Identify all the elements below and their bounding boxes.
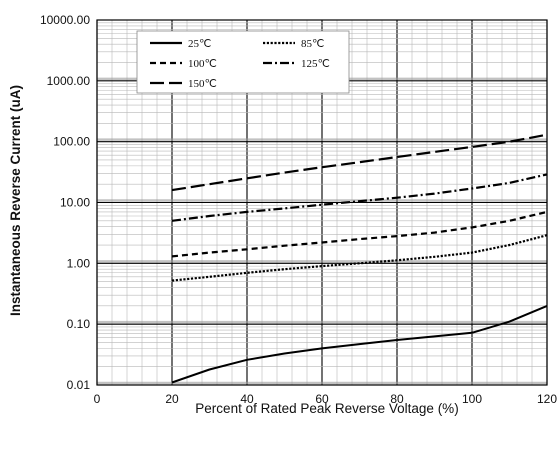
y-axis-title: Instantaneous Reverse Current (uA) — [8, 85, 23, 316]
series-lines — [171, 133, 548, 384]
series-line-3 — [171, 173, 548, 222]
series-line-4 — [171, 133, 548, 192]
legend-label-0: 25℃ — [188, 38, 211, 50]
y-tick-label: 10000.00 — [40, 13, 90, 27]
x-tick-labels: 0 20 40 60 80 100 120 — [94, 392, 558, 406]
x-tick-label: 60 — [315, 392, 329, 406]
y-tick-label: 0.10 — [67, 317, 91, 331]
x-tick-label: 80 — [390, 392, 404, 406]
legend: 25℃ 85℃ 100℃ 125℃ 150℃ — [136, 30, 350, 94]
x-tick-label: 20 — [165, 392, 179, 406]
y-tick-label: 0.01 — [67, 378, 91, 392]
legend-label-3: 125℃ — [301, 58, 330, 70]
series-line-0 — [171, 304, 548, 384]
y-tick-label: 1.00 — [67, 256, 91, 270]
y-tick-label: 1000.00 — [47, 74, 91, 88]
legend-label-2: 100℃ — [188, 58, 217, 70]
plot-frame — [96, 19, 548, 386]
legend-label-4: 150℃ — [188, 78, 217, 90]
legend-label-1: 85℃ — [301, 38, 324, 50]
y-tick-labels: 0.01 0.10 1.00 10.00 100.00 1000.00 10000.00 — [40, 13, 90, 392]
x-tick-label: 0 — [94, 392, 101, 406]
x-axis-title: Percent of Rated Peak Reverse Voltage (%… — [195, 401, 458, 416]
series-line-1 — [171, 234, 548, 282]
series-line-2 — [171, 210, 548, 258]
x-tick-label: 100 — [462, 392, 482, 406]
x-tick-label: 40 — [240, 392, 254, 406]
y-tick-label: 100.00 — [53, 135, 90, 149]
y-tick-label: 10.00 — [60, 196, 90, 210]
x-tick-label: 120 — [537, 392, 557, 406]
